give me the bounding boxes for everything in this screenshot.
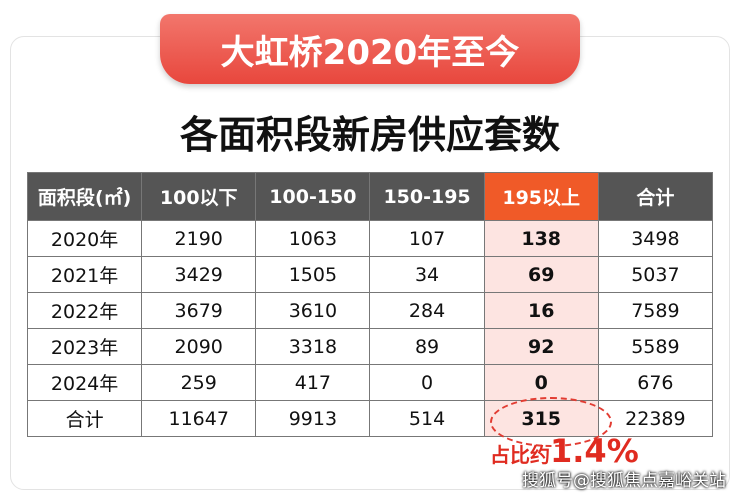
table-row: 2022年 3679 3610 284 16 7589	[26, 292, 714, 329]
annotation-label: 占比约	[490, 443, 550, 467]
cell: 7589	[597, 292, 714, 329]
cell: 34	[369, 256, 485, 293]
row-label: 2021年	[26, 256, 143, 293]
cell: 1505	[255, 256, 371, 293]
annotation: 占比约1.4%	[490, 432, 639, 470]
cell: 92	[483, 328, 599, 365]
cell: 2090	[141, 328, 257, 365]
row-label: 2023年	[26, 328, 143, 365]
cell: 16	[483, 292, 599, 329]
column-header: 100以下	[141, 172, 257, 221]
highlight-ellipse	[490, 397, 612, 447]
cell: 514	[369, 400, 485, 437]
cell: 3679	[141, 292, 257, 329]
subtitle: 各面积段新房供应套数	[179, 113, 560, 157]
cell: 5589	[597, 328, 714, 365]
cell: 138	[483, 220, 599, 257]
header-row: 面积段(㎡) 100以下 100-150 150-195 195以上 合计	[26, 172, 714, 221]
cell: 22389	[597, 400, 714, 437]
cell: 107	[369, 220, 485, 257]
cell: 0	[483, 364, 599, 401]
cell: 5037	[597, 256, 714, 293]
cell: 3429	[141, 256, 257, 293]
row-label: 2024年	[26, 364, 143, 401]
row-label: 2022年	[26, 292, 143, 329]
column-header: 100-150	[255, 172, 371, 221]
row-label: 2020年	[26, 220, 143, 257]
cell: 2190	[141, 220, 257, 257]
cell: 9913	[255, 400, 371, 437]
cell: 3610	[255, 292, 371, 329]
column-header: 面积段(㎡)	[26, 172, 143, 221]
cell: 284	[369, 292, 485, 329]
banner-title: 大虹桥2020年至今	[160, 14, 580, 84]
cell: 89	[369, 328, 485, 365]
row-label: 合计	[26, 400, 143, 437]
column-header: 195以上	[483, 172, 599, 221]
table-row: 2020年 2190 1063 107 138 3498	[26, 220, 714, 257]
cell: 11647	[141, 400, 257, 437]
watermark: 搜狐号@搜狐焦点嘉峪关站	[522, 471, 726, 491]
table-body: 2020年 2190 1063 107 138 3498 2021年 3429 1505 34 69…	[26, 220, 714, 437]
table-row: 2024年 259 417 0 0 676	[26, 364, 714, 401]
table-row: 2023年 2090 3318 89 92 5589	[26, 328, 714, 365]
cell: 3318	[255, 328, 371, 365]
cell: 417	[255, 364, 371, 401]
supply-table: 面积段(㎡) 100以下 100-150 150-195 195以上 合计 2020年 21…	[26, 172, 714, 437]
table-row: 2021年 3429 1505 34 69 5037	[26, 256, 714, 293]
cell: 1063	[255, 220, 371, 257]
cell: 259	[141, 364, 257, 401]
column-header: 合计	[597, 172, 714, 221]
annotation-value: 1.4%	[550, 432, 639, 470]
cell: 676	[597, 364, 714, 401]
cell: 0	[369, 364, 485, 401]
cell: 3498	[597, 220, 714, 257]
cell: 69	[483, 256, 599, 293]
column-header: 150-195	[369, 172, 485, 221]
